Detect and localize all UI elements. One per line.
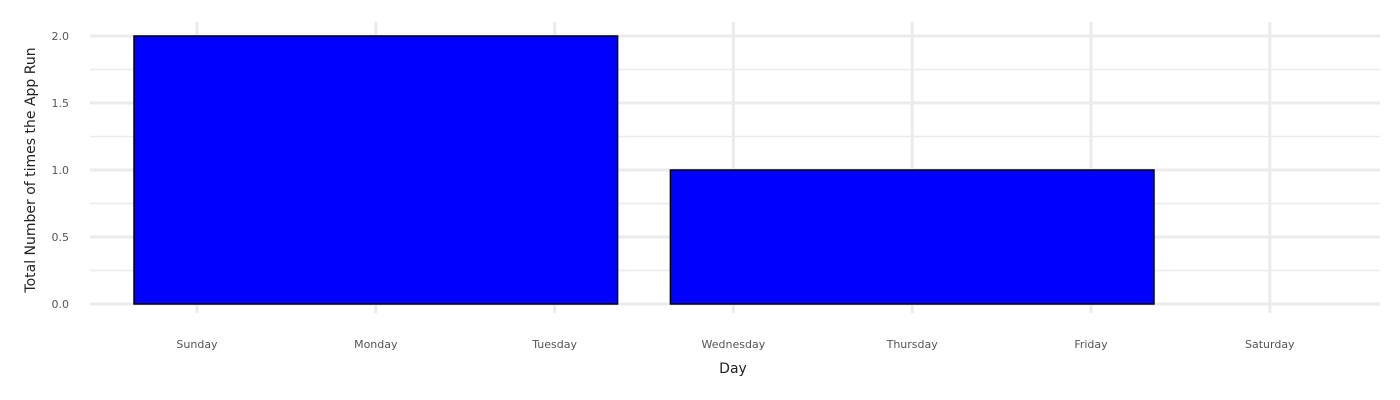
x-axis-ticks: Sunday Monday Tuesday Wednesday Thursday Frid… [176,338,1295,351]
y-tick-label: 0.0 [52,298,70,311]
y-axis-ticks: 0.0 0.5 1.0 1.5 2.0 [52,30,70,311]
bars [133,35,1155,305]
bar-2 [669,169,1155,305]
y-tick-label: 1.0 [52,164,70,177]
y-axis-title: Total Number of times the App Run [23,47,39,293]
x-tick-label: Saturday [1245,338,1295,351]
x-tick-label: Sunday [176,338,218,351]
x-tick-label: Friday [1074,338,1108,351]
x-tick-label: Monday [354,338,398,351]
y-tick-label: 2.0 [52,30,70,43]
y-tick-label: 0.5 [52,231,70,244]
y-tick-label: 1.5 [52,97,70,110]
bar-1 [133,35,619,305]
x-tick-label: Tuesday [531,338,577,351]
x-axis-title: Day [719,361,747,377]
x-tick-label: Wednesday [702,338,766,351]
x-tick-label: Thursday [886,338,939,351]
